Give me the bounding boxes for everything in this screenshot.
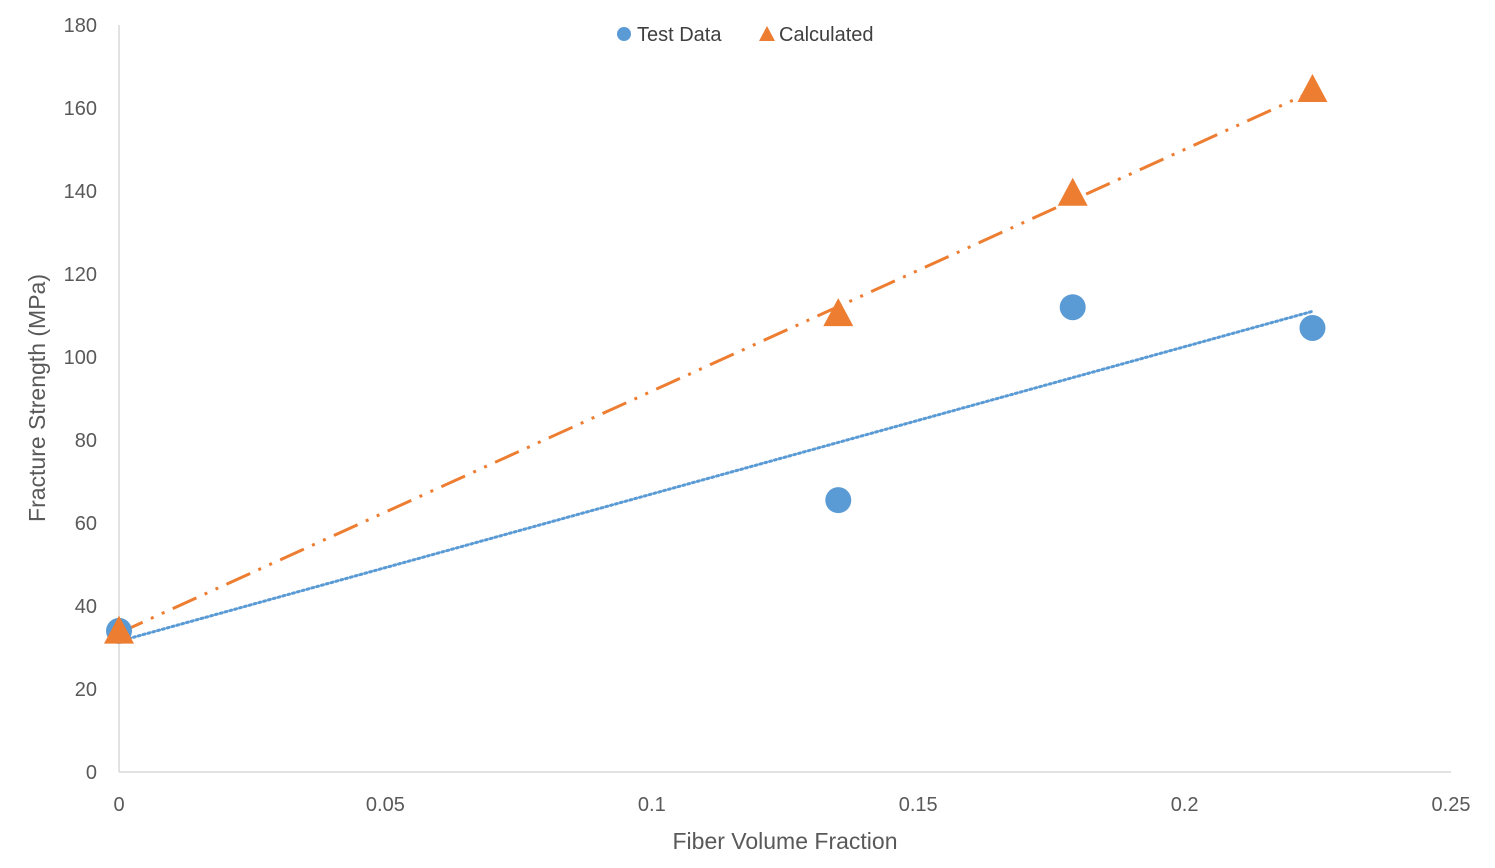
test-data-point — [1299, 314, 1326, 341]
y-tick-label: 0 — [86, 762, 97, 784]
y-tick-label: 160 — [64, 98, 97, 120]
y-tick-label: 80 — [75, 430, 97, 452]
x-tick-label: 0.05 — [366, 794, 405, 816]
calculated-point — [1297, 74, 1328, 103]
axes — [118, 25, 1451, 773]
x-tick-label: 0.1 — [638, 794, 666, 816]
y-tick-label: 180 — [64, 15, 97, 37]
legend-marker-calculated — [759, 26, 775, 41]
calculated-point — [823, 298, 854, 327]
y-tick-label: 20 — [75, 679, 97, 701]
x-axis-title: Fiber Volume Fraction — [673, 828, 898, 854]
calculated-point — [1057, 177, 1088, 206]
calculated-point — [104, 615, 134, 644]
data-points — [104, 74, 1328, 644]
y-tick-label: 100 — [64, 347, 97, 369]
y-tick-label: 140 — [64, 181, 97, 203]
trendline-calculated — [118, 90, 1314, 635]
legend: Test Data Calculated — [617, 24, 874, 46]
y-tick-label: 60 — [75, 513, 97, 535]
x-tick-labels: 0 0.05 0.1 0.15 0.2 0.25 — [113, 794, 1470, 816]
test-data-point — [1059, 294, 1086, 321]
x-tick-label: 0.25 — [1432, 794, 1471, 816]
trendlines — [117, 90, 1314, 643]
x-tick-label: 0.15 — [899, 794, 938, 816]
legend-label-calculated: Calculated — [779, 24, 874, 46]
x-tick-label: 0 — [113, 794, 124, 816]
y-axis-title: Fracture Strength (MPa) — [24, 274, 50, 522]
y-tick-labels: 0 20 40 60 80 100 120 140 160 180 — [64, 15, 97, 784]
legend-label-test-data: Test Data — [637, 24, 722, 46]
legend-marker-test-data — [617, 27, 631, 41]
trendline-test-data — [117, 309, 1314, 643]
test-data-point — [825, 487, 852, 514]
y-tick-label: 40 — [75, 596, 97, 618]
y-tick-label: 120 — [64, 264, 97, 286]
x-tick-label: 0.2 — [1171, 794, 1199, 816]
